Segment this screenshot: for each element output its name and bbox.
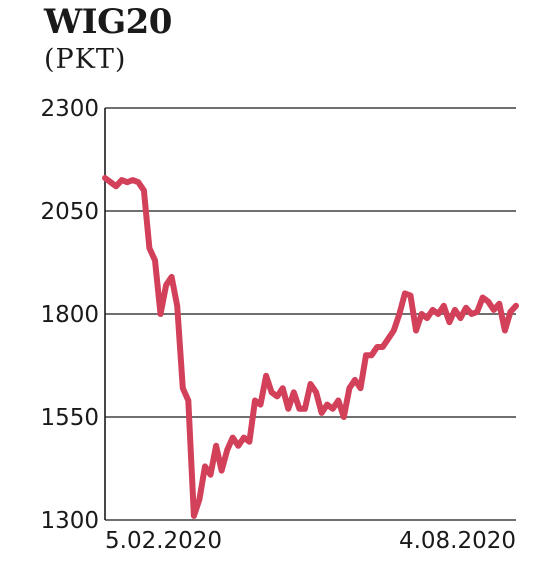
y-tick-label: 2300: [40, 96, 99, 122]
y-tick-label: 1800: [40, 302, 99, 328]
chart-title: WIG20: [44, 2, 172, 42]
x-tick-label: 5.02.2020: [105, 528, 222, 554]
y-tick-label: 2050: [40, 199, 99, 225]
unit-label: (PKT): [44, 44, 127, 75]
x-tick-label: 4.08.2020: [399, 528, 516, 554]
y-tick-label: 1300: [40, 508, 99, 534]
y-tick-label: 1550: [40, 405, 99, 431]
series-line: [102, 175, 519, 519]
